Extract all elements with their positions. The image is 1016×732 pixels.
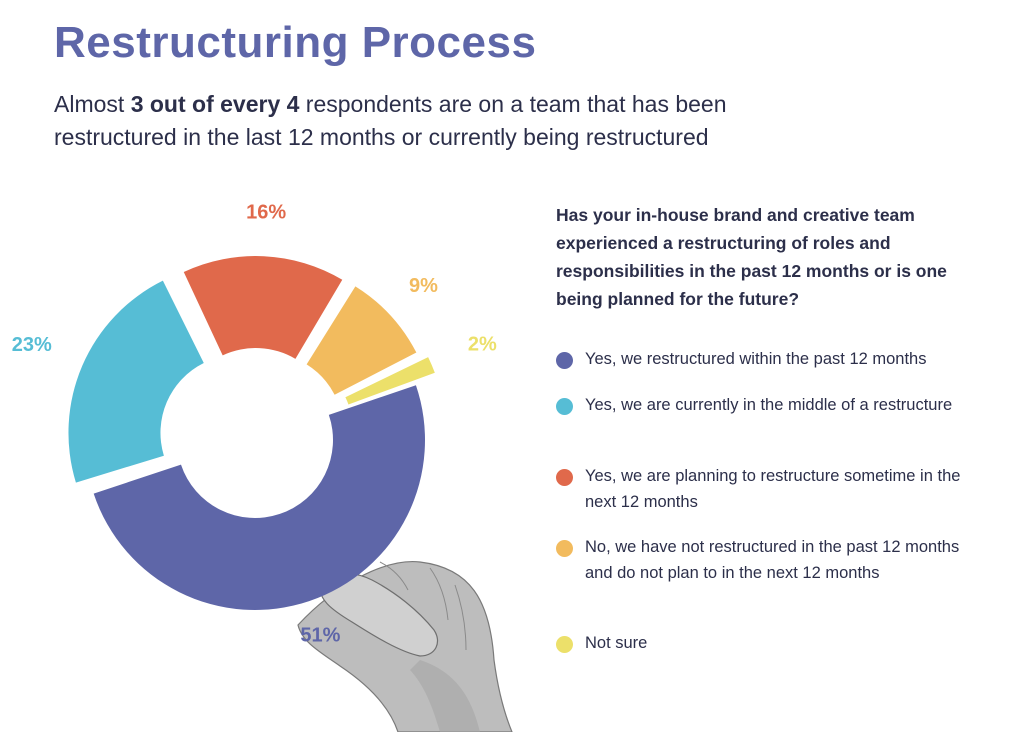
legend-dot-icon: [556, 352, 573, 369]
survey-question: Has your in-house brand and creative tea…: [556, 205, 947, 309]
donut-slice-2: [68, 280, 204, 483]
legend-label: Yes, we restructured within the past 12 …: [585, 350, 927, 368]
legend-dot-icon: [556, 398, 573, 415]
hand-illustration: [297, 561, 513, 732]
legend-label: Yes, we are planning to restructure some…: [585, 467, 961, 511]
subtitle-text-end: respondents are on a team that has been …: [54, 91, 727, 150]
subtitle-highlight: 3 out of every 4: [130, 91, 300, 117]
donut-chart: 51% 23% 16% 9% 2%: [0, 190, 520, 732]
donut-slice-1: [93, 385, 426, 611]
legend-label: Not sure: [585, 634, 648, 652]
slice-label-3: 16%: [246, 201, 286, 223]
subtitle-text-start: Almost: [54, 91, 131, 117]
donut-slice-4: [306, 286, 417, 395]
hand-shadow: [410, 660, 480, 732]
legend-dot-icon: [556, 469, 573, 486]
page-subtitle: Almost 3 out of every 4 respondents are …: [54, 88, 854, 154]
legend-label: No, we have not restructured in the past…: [585, 538, 960, 582]
donut-svg: 51% 23% 16% 9% 2%: [12, 201, 497, 646]
slice-label-2: 23%: [12, 334, 52, 356]
slice-label-5: 2%: [468, 333, 497, 355]
hand-thumb: [320, 573, 439, 657]
legend-dot-icon: [556, 636, 573, 653]
page-title: Restructuring Process: [54, 18, 537, 67]
legend-dot-icon: [556, 540, 573, 557]
slice-label-1: 51%: [300, 624, 340, 646]
hand-knuckle: [379, 561, 467, 651]
legend-label: Yes, we are currently in the middle of a…: [585, 396, 953, 414]
donut-slice-3: [183, 256, 343, 359]
slice-label-4: 9%: [409, 275, 438, 297]
donut-slice-5: [345, 357, 435, 405]
